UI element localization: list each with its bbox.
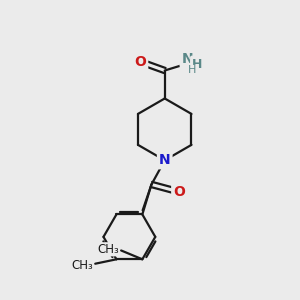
Text: O: O xyxy=(173,185,185,200)
Text: N: N xyxy=(182,52,193,66)
Text: CH₃: CH₃ xyxy=(71,259,93,272)
Text: N: N xyxy=(159,153,170,167)
Text: CH₃: CH₃ xyxy=(97,243,119,256)
Text: O: O xyxy=(134,55,146,69)
Text: H: H xyxy=(192,58,202,70)
Text: H: H xyxy=(188,65,196,76)
